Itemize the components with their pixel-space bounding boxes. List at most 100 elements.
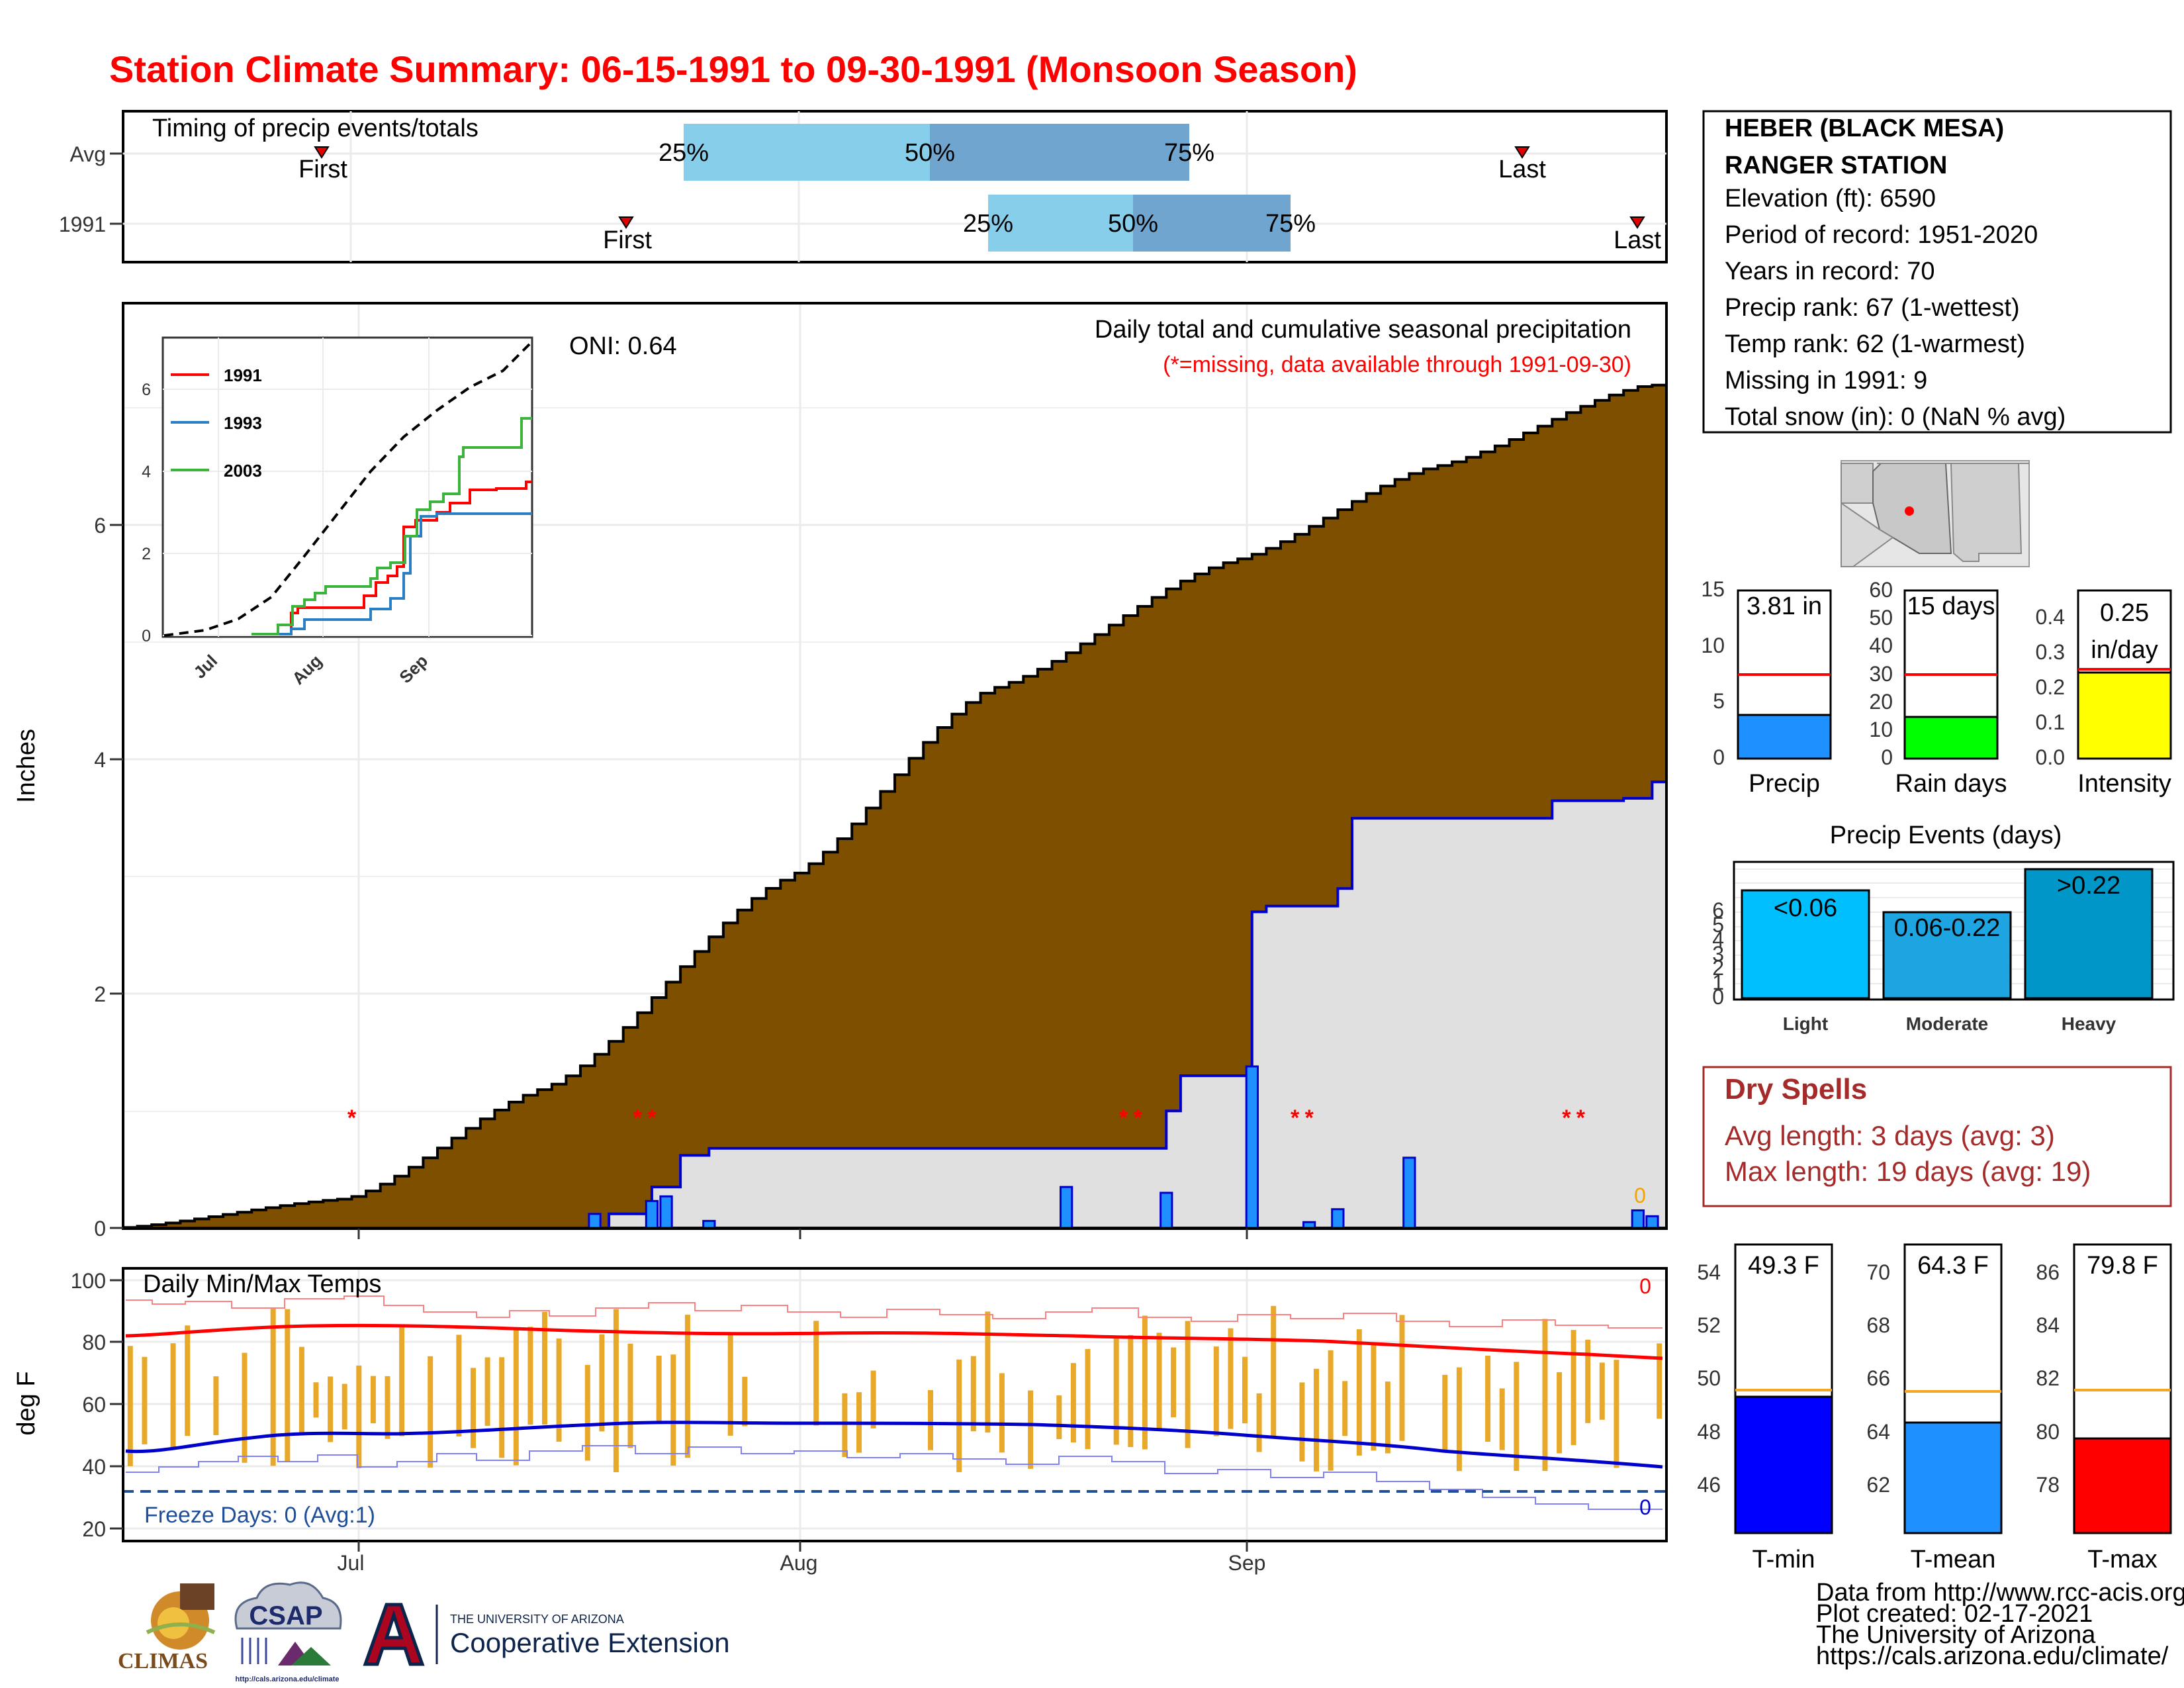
tmax-bar	[2073, 1437, 2172, 1534]
daily-temp-bar	[270, 1307, 276, 1466]
daily-temp-bar	[684, 1315, 690, 1458]
heavy-events-bar	[2024, 868, 2154, 1000]
temperature-panel: Daily Min/Max Temps Freeze Days: 0 (Avg:…	[13, 1267, 1668, 1575]
daily-temp-bar	[1271, 1305, 1277, 1436]
daily-temp-bar	[242, 1352, 248, 1463]
timing-heading: Timing of precip events/totals	[152, 115, 478, 142]
int-tick-3: 0.3	[2036, 640, 2065, 664]
inset-y-tick-0: 0	[142, 627, 151, 645]
daily-temp-bar	[527, 1327, 533, 1425]
avg-last-label: Last	[1498, 156, 1546, 183]
daily-precip-bar	[1402, 1156, 1416, 1229]
daily-precip-bar	[1160, 1192, 1173, 1229]
timing-row-avg: Avg	[69, 142, 106, 166]
last-day-value: 0	[1634, 1184, 1646, 1207]
rain-days-label: Rain days	[1895, 770, 2007, 798]
timing-row-year: 1991	[59, 212, 106, 236]
station-temp-rank: Temp rank: 62 (1-warmest)	[1725, 330, 2025, 358]
credit-line-4: https://cals.arizona.edu/climate/	[1816, 1642, 2169, 1670]
rain-tick-50: 50	[1869, 606, 1893, 630]
credit-line-2: Plot created: 02-17-2021	[1816, 1600, 2093, 1628]
x-tick-jul: Jul	[338, 1551, 365, 1575]
precip-tick-10: 10	[1701, 633, 1725, 657]
daily-temp-bar	[170, 1343, 176, 1450]
daily-temp-bar	[1585, 1339, 1591, 1423]
daily-temp-bar	[127, 1346, 133, 1466]
daily-precip-bar	[588, 1213, 602, 1229]
timing-panel: Timing of precip events/totals 25% 50% 7…	[59, 110, 1668, 263]
daily-temp-bar	[1599, 1362, 1605, 1420]
tmax-tick-82: 82	[2036, 1366, 2060, 1390]
tmean-value: 64.3 F	[1917, 1252, 1989, 1280]
yr-q25-q50-bar	[988, 195, 1133, 252]
station-precip-rank: Precip rank: 67 (1-wettest)	[1725, 294, 2020, 322]
heavy-bar-label: >0.22	[2057, 872, 2120, 900]
precip-total-value: 3.81 in	[1747, 592, 1822, 620]
daily-temp-bar	[313, 1382, 319, 1418]
station-name-2: RANGER STATION	[1725, 152, 1947, 179]
precip-y-tick-0: 0	[94, 1217, 106, 1241]
tmin-label: T-min	[1752, 1546, 1815, 1573]
daily-temp-bar	[1657, 1343, 1662, 1419]
daily-temp-bar	[370, 1376, 376, 1424]
avg-last-marker	[1514, 146, 1530, 159]
missing-day-marker: *	[1133, 1105, 1142, 1131]
missing-day-marker: *	[1119, 1105, 1128, 1131]
daily-temp-bar	[842, 1393, 848, 1457]
daily-temp-bar	[1442, 1374, 1448, 1450]
daily-temp-bar	[928, 1390, 933, 1450]
tmean-tick-68: 68	[1866, 1313, 1890, 1337]
daily-temp-bar	[1314, 1368, 1319, 1472]
station-missing: Missing in 1991: 9	[1725, 367, 1927, 395]
tmax-tick-86: 86	[2036, 1260, 2060, 1284]
missing-day-marker: *	[1576, 1105, 1586, 1131]
daily-temp-bar	[1056, 1395, 1062, 1439]
daily-temp-bar	[1614, 1360, 1619, 1468]
tmin-tick-46: 46	[1697, 1473, 1721, 1497]
precip-panel: * * * * * * * * * ONI: 0.64 Daily total and cumu…	[13, 302, 1668, 1241]
daily-precip-bar	[1631, 1209, 1645, 1229]
footer-credits: Data from http://www.rcc-acis.org/ Plot …	[1816, 1579, 2184, 1670]
daily-temp-bar	[1156, 1333, 1162, 1429]
daily-temp-bar	[499, 1357, 505, 1458]
climas-logo: CLIMAS	[118, 1583, 216, 1673]
missing-day-markers: * * * * * * * * *	[347, 1105, 1586, 1131]
csap-url-text: http://cals.arizona.edu/climate	[235, 1675, 339, 1683]
precip-tick-5: 5	[1713, 689, 1725, 713]
daily-temp-bar	[484, 1357, 490, 1426]
dry-spells-box: Dry Spells Avg length: 3 days (avg: 3) M…	[1702, 1066, 2172, 1207]
missing-note: (*=missing, data available through 1991-…	[1163, 352, 1631, 377]
light-bar-label: <0.06	[1774, 894, 1837, 922]
yr-first-label: First	[603, 226, 652, 254]
precip-events-chart: Precip Events (days) <0.06 0.06-0.22 >0.…	[1712, 821, 2175, 1034]
daily-temp-bar	[1456, 1367, 1462, 1472]
dry-spells-title: Dry Spells	[1725, 1073, 1867, 1105]
station-elevation: Elevation (ft): 6590	[1725, 185, 1936, 212]
precip-total-label: Precip	[1749, 770, 1820, 798]
dry-spells-avg: Avg length: 3 days (avg: 3)	[1725, 1120, 2055, 1151]
daily-temp-bar	[985, 1311, 991, 1433]
daily-temp-bar	[1028, 1390, 1034, 1469]
missing-day-marker: *	[1305, 1105, 1314, 1131]
station-name-1: HEBER (BLACK MESA)	[1725, 115, 2004, 142]
events-tick-0: 0	[1712, 985, 1724, 1009]
rain-days-chart: 15 days 0 10 20 30 40 50 60 Rain days	[1869, 578, 2007, 798]
events-tick-5: 5	[1712, 913, 1724, 937]
avg-q50-label: 50%	[905, 139, 955, 167]
daily-temp-bar	[471, 1368, 476, 1448]
daily-temp-bar	[428, 1356, 433, 1468]
events-tick-4: 4	[1712, 927, 1724, 951]
climas-logo-text: CLIMAS	[118, 1649, 208, 1673]
events-tick-6: 6	[1712, 898, 1724, 922]
daily-temp-bar	[1570, 1330, 1576, 1446]
inset-chart: 1991 1993 2003 0 2 4 6 Jul Aug Sep	[142, 336, 533, 688]
avg-first-marker	[314, 146, 330, 159]
daily-temp-bar	[213, 1376, 219, 1435]
tmax-chart: 79.8 F 78 80 82 84 86 T-max	[2036, 1243, 2172, 1573]
intensity-chart: 0.25 in/day 0.0 0.1 0.2 0.3 0.4 Intensit…	[2036, 589, 2172, 798]
tmean-chart: 64.3 F 62 64 66 68 70 T-mean	[1866, 1243, 2003, 1573]
precip-tick-0: 0	[1713, 745, 1725, 769]
intensity-value: 0.25	[2100, 599, 2149, 627]
yr-q25-label: 25%	[963, 210, 1013, 238]
